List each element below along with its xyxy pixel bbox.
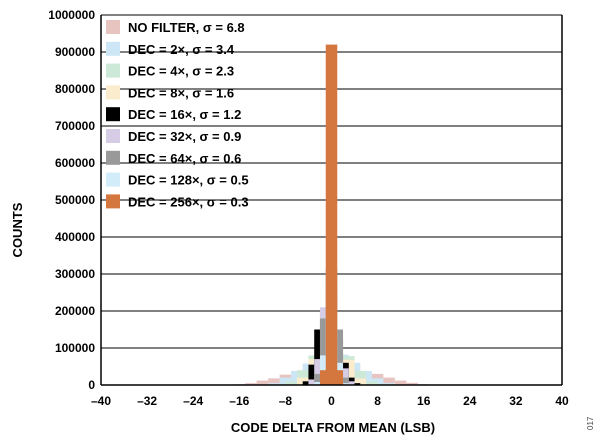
x-tick-label: 0: [328, 394, 335, 408]
y-tick-label: 1000000: [48, 8, 95, 22]
legend-swatch: [106, 151, 120, 165]
legend-label: DEC = 64×, σ = 0.6: [128, 151, 241, 166]
legend: NO FILTER, σ = 6.8 DEC = 2×, σ = 3.4 DEC =…: [106, 20, 249, 209]
y-tick-label: 800000: [55, 82, 95, 96]
x-tick-label: –24: [183, 394, 203, 408]
y-tick-label: 600000: [55, 156, 95, 170]
y-tick-label: 500000: [55, 193, 95, 207]
y-tick-label: 700000: [55, 119, 95, 133]
x-tick-label: 8: [374, 394, 381, 408]
figure-id: 017: [586, 416, 595, 430]
legend-label: DEC = 8×, σ = 1.6: [128, 85, 234, 100]
legend-label: DEC = 32×, σ = 0.9: [128, 129, 241, 144]
x-axis-title: CODE DELTA FROM MEAN (LSB): [231, 420, 435, 435]
y-tick-label: 100000: [55, 341, 95, 355]
y-tick-label: 0: [88, 378, 95, 392]
legend-swatch: [106, 173, 120, 187]
legend-label: DEC = 256×, σ = 0.3: [128, 194, 249, 209]
bar: [332, 370, 344, 385]
legend-swatch: [106, 64, 120, 78]
x-tick-label: –32: [137, 394, 157, 408]
x-tick-label: 24: [463, 394, 477, 408]
legend-swatch: [106, 107, 120, 121]
legend-label: DEC = 16×, σ = 1.2: [128, 107, 241, 122]
legend-swatch: [106, 129, 120, 143]
y-tick-label: 900000: [55, 45, 95, 59]
y-axis-title: COUNTS: [10, 202, 25, 257]
x-tick-label: 40: [555, 394, 569, 408]
legend-swatch: [106, 20, 120, 34]
legend-label: NO FILTER, σ = 6.8: [128, 20, 245, 35]
legend-label: DEC = 4×, σ = 2.3: [128, 64, 234, 79]
histogram-bars: [234, 45, 430, 385]
legend-swatch: [106, 42, 120, 56]
y-tick-label: 200000: [55, 304, 95, 318]
x-tick-label: –40: [91, 394, 111, 408]
legend-swatch: [106, 85, 120, 99]
y-tick-label: 400000: [55, 230, 95, 244]
x-tick-label: 16: [417, 394, 431, 408]
bar: [326, 45, 338, 385]
legend-label: DEC = 2×, σ = 3.4: [128, 42, 235, 57]
legend-swatch: [106, 194, 120, 208]
x-tick-label: –8: [279, 394, 293, 408]
x-tick-label: –16: [229, 394, 249, 408]
x-tick-label: 32: [509, 394, 523, 408]
y-tick-label: 300000: [55, 267, 95, 281]
legend-label: DEC = 128×, σ = 0.5: [128, 173, 249, 188]
